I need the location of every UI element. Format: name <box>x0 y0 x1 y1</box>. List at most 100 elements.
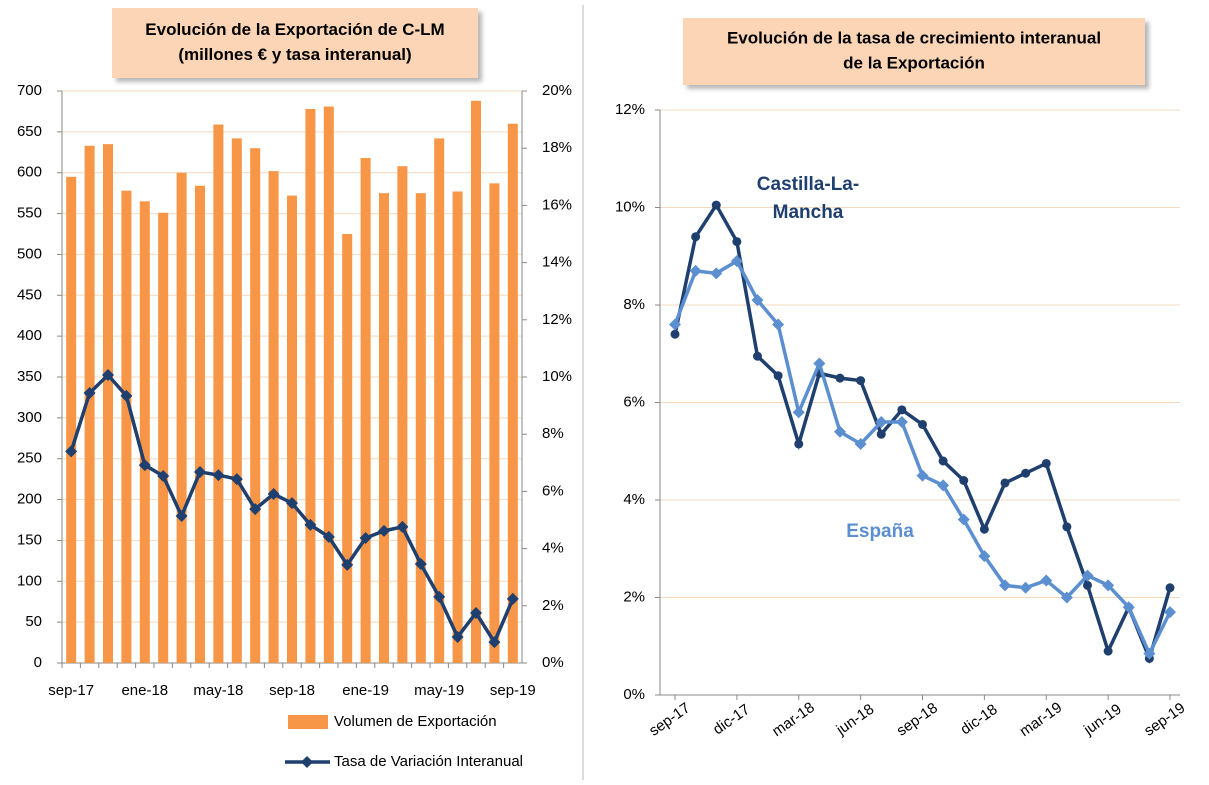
x-tick-label: sep-17 <box>48 682 94 699</box>
x-tick-label: sep-17 <box>646 699 693 739</box>
y-tick-label: 50 <box>25 613 42 630</box>
y-tick-label: 550 <box>17 205 42 222</box>
marker <box>396 520 409 533</box>
marker <box>897 405 907 415</box>
marker <box>102 368 114 381</box>
marker <box>773 371 783 381</box>
bar <box>305 108 316 663</box>
marker <box>875 416 888 428</box>
legend-label: Tasa de Variación Interanual <box>334 753 523 770</box>
marker <box>1000 478 1010 488</box>
line <box>673 201 1172 664</box>
marker <box>732 237 742 247</box>
y2-tick-label: 2% <box>542 597 564 614</box>
bar <box>195 185 205 663</box>
bar <box>66 176 77 664</box>
bar <box>176 172 187 663</box>
bar <box>231 138 242 663</box>
marker <box>979 524 989 534</box>
marker <box>689 264 702 277</box>
marker <box>506 592 519 605</box>
y-tick-label: 150 <box>17 531 42 548</box>
marker <box>710 267 723 280</box>
x-tick-label: jun-19 <box>1080 701 1125 739</box>
marker <box>212 469 225 482</box>
chart-title: (millones € y tasa interanual) <box>178 45 411 64</box>
y-tick-label: 0% <box>623 686 645 703</box>
y2-tick-label: 10% <box>542 368 572 385</box>
marker <box>1143 647 1156 660</box>
marker <box>792 406 805 419</box>
y-tick-label: 450 <box>17 286 42 303</box>
marker <box>669 318 681 331</box>
marker <box>856 376 866 386</box>
marker <box>753 351 762 361</box>
x-tick-label: ene-18 <box>121 682 168 699</box>
marker <box>230 473 243 486</box>
series-label: Castilla-La- <box>757 174 859 195</box>
marker <box>938 456 948 466</box>
bar <box>323 106 334 664</box>
marker <box>1019 581 1032 594</box>
x-tick-label: ene-19 <box>342 682 389 699</box>
bar <box>250 148 261 663</box>
y2-tick-label: 6% <box>542 482 564 499</box>
marker <box>414 558 427 571</box>
marker <box>301 756 313 768</box>
marker <box>1040 574 1053 587</box>
bar <box>507 123 518 663</box>
marker <box>194 465 206 478</box>
marker <box>711 200 721 210</box>
x-tick-label: mar-19 <box>1017 699 1066 740</box>
chart-title: de la Exportación <box>843 53 985 72</box>
y-tick-label: 6% <box>623 393 645 410</box>
bar <box>415 193 426 663</box>
title-box <box>683 18 1145 85</box>
marker <box>1081 569 1094 582</box>
marker <box>895 416 908 428</box>
bar <box>471 100 481 663</box>
x-tick-label: sep-18 <box>269 682 315 699</box>
marker <box>794 439 804 449</box>
marker <box>937 479 950 492</box>
y-tick-label: 250 <box>17 450 42 467</box>
marker <box>876 429 886 439</box>
marker <box>157 469 170 482</box>
bar <box>342 234 353 663</box>
marker <box>286 497 298 510</box>
y-tick-label: 600 <box>17 164 42 181</box>
y2-tick-label: 0% <box>542 654 564 671</box>
y-tick-label: 4% <box>623 491 645 508</box>
title-box <box>112 8 478 78</box>
y2-tick-label: 8% <box>542 425 564 442</box>
marker <box>999 579 1011 592</box>
bar <box>158 212 169 664</box>
marker <box>1062 522 1072 532</box>
y-tick-label: 700 <box>17 82 42 99</box>
marker <box>1164 606 1176 619</box>
x-tick-label: sep-19 <box>490 682 536 699</box>
x-tick-label: may-18 <box>193 682 243 699</box>
y-tick-label: 500 <box>17 245 42 262</box>
bar <box>139 201 150 664</box>
y-tick-label: 0 <box>34 654 42 671</box>
marker <box>691 232 701 242</box>
y-tick-label: 350 <box>17 368 42 385</box>
marker <box>918 419 927 429</box>
legend-swatch <box>288 715 328 729</box>
marker <box>488 636 501 649</box>
bar <box>84 145 95 664</box>
legend-label: Volumen de Exportación <box>334 713 497 730</box>
marker <box>267 487 280 500</box>
x-tick-label: may-19 <box>414 682 464 699</box>
y-tick-label: 2% <box>623 588 645 605</box>
x-tick-label: sep-18 <box>894 699 941 739</box>
series-label: Mancha <box>773 202 844 223</box>
bar <box>121 190 132 664</box>
marker <box>378 524 390 537</box>
chart-title: Evolución de la tasa de crecimiento inte… <box>727 28 1101 47</box>
bar <box>397 166 408 664</box>
marker <box>83 387 96 400</box>
marker <box>304 518 317 531</box>
